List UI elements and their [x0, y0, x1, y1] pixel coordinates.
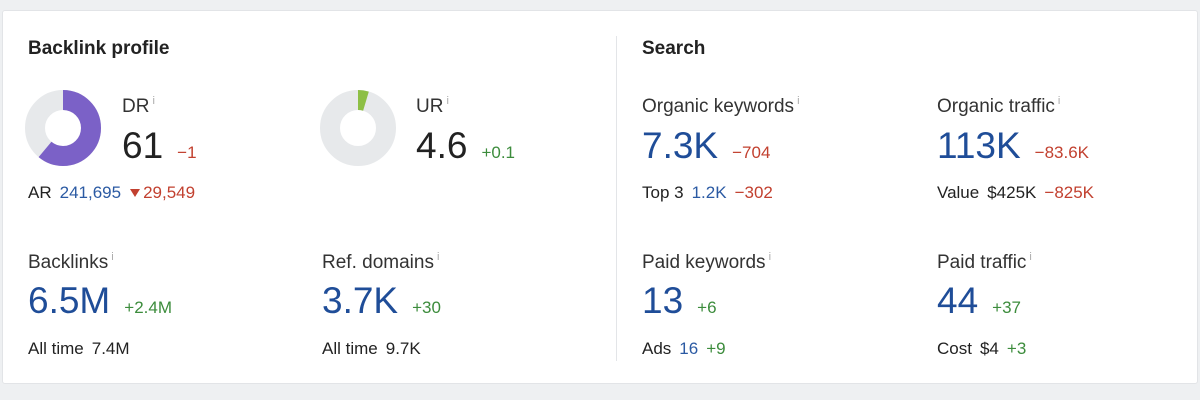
- down-arrow: [130, 189, 141, 197]
- metric-value: 61: [122, 125, 164, 166]
- metric-row: 61 −1: [122, 126, 197, 166]
- sub-value: $4: [979, 339, 999, 358]
- sub-row: All time 9.7K: [322, 339, 429, 359]
- sub-change: +3: [1006, 339, 1027, 358]
- info-icon[interactable]: i: [768, 251, 772, 263]
- sub-label: All time: [28, 339, 84, 358]
- metric-change: +30: [412, 298, 441, 317]
- sub-value: 9.7K: [385, 339, 421, 358]
- metric-label: UR i: [416, 91, 449, 117]
- divider: [616, 36, 617, 361]
- metric-value: 7.3K: [642, 125, 719, 166]
- sub-value: 241,695: [59, 183, 122, 202]
- info-icon[interactable]: i: [797, 95, 800, 107]
- sub-change: −825K: [1044, 183, 1095, 202]
- gauges: [25, 90, 396, 166]
- label-text: Ref. domains: [322, 252, 434, 273]
- sub-value: 16: [679, 339, 699, 358]
- metric-label: Organic keywords i: [642, 91, 800, 117]
- info-icon[interactable]: i: [446, 95, 449, 107]
- sub-change: +9: [706, 339, 726, 358]
- sub-row: Cost $4 +3: [937, 339, 1034, 359]
- metric-change: +37: [992, 298, 1021, 317]
- sub-value: $425K: [987, 183, 1037, 202]
- label-text: DR: [122, 96, 150, 117]
- metric-label: Paid traffic i: [937, 247, 1032, 273]
- metric-label: DR i: [122, 91, 155, 117]
- sub-value: 1.2K: [691, 183, 727, 202]
- metric-change: +2.4M: [124, 298, 172, 317]
- metric-change: −1: [177, 143, 197, 162]
- section-title: Search: [642, 38, 706, 59]
- label-text: Organic keywords: [642, 96, 795, 117]
- metric-row: 7.3K −704: [642, 126, 770, 166]
- sub-label: AR: [28, 183, 52, 202]
- metric-label: Organic traffic i: [937, 91, 1060, 117]
- metric-value: 13: [642, 280, 684, 321]
- sub-row: AR 241,695 29,549: [28, 183, 203, 203]
- label-text: UR: [416, 96, 444, 117]
- metric-row: 3.7K +30: [322, 281, 441, 321]
- info-icon[interactable]: i: [1057, 95, 1061, 107]
- label-text: Paid traffic: [937, 252, 1027, 273]
- sub-label: All time: [322, 339, 378, 358]
- metric-value: 113K: [937, 125, 1021, 166]
- metric-value: 6.5M: [28, 280, 111, 321]
- metric-label: Paid keywords i: [642, 247, 771, 273]
- info-icon[interactable]: i: [1029, 251, 1032, 263]
- metric-value: 3.7K: [322, 280, 399, 321]
- metric-row: 6.5M +2.4M: [28, 281, 172, 321]
- metric-change: +0.1: [481, 143, 515, 162]
- sub-row: Value $425K −825K: [937, 183, 1102, 203]
- metric-change: −83.6K: [1034, 143, 1090, 162]
- label-text: Backlinks: [28, 252, 109, 273]
- sub-row: Ads 16 +9: [642, 339, 734, 359]
- metric-row: 13 +6: [642, 281, 717, 321]
- sub-label: Ads: [642, 339, 672, 358]
- metric-value: 44: [937, 280, 979, 321]
- metric-change: +6: [697, 298, 717, 317]
- metric-label: Backlinks i: [28, 247, 114, 273]
- sub-label: Top 3: [642, 183, 684, 202]
- label-text: Paid keywords: [642, 252, 766, 273]
- sub-row: Top 3 1.2K −302: [642, 183, 781, 203]
- metric-change: −704: [732, 143, 771, 162]
- metric-value: 4.6: [416, 125, 468, 166]
- sub-label: Value: [937, 183, 980, 202]
- metric-row: 44 +37: [937, 281, 1021, 321]
- sub-change: −302: [734, 183, 773, 202]
- label-text: Organic traffic: [937, 96, 1055, 117]
- metric-row: 4.6 +0.1: [416, 126, 515, 166]
- metric-label: Ref. domains i: [322, 247, 439, 273]
- sub-value: 7.4M: [91, 339, 130, 358]
- gauge-arc: [320, 90, 396, 166]
- info-icon[interactable]: i: [152, 95, 155, 107]
- info-icon[interactable]: i: [111, 251, 114, 263]
- overview-card: Backlink profile Search DR i 61 −1 AR 241,6…: [2, 10, 1198, 384]
- sub-label: Cost: [937, 339, 972, 358]
- metric-row: 113K −83.6K: [937, 126, 1089, 166]
- sub-row: All time 7.4M: [28, 339, 138, 359]
- section-title: Backlink profile: [28, 38, 170, 59]
- info-icon[interactable]: i: [436, 251, 440, 263]
- sub-change: 29,549: [143, 183, 196, 202]
- gauge-arc: [25, 90, 101, 166]
